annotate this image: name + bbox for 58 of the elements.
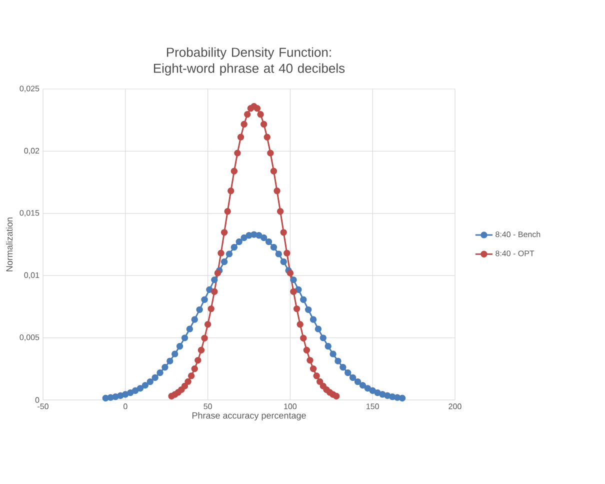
- x-tick-label: 100: [284, 404, 297, 410]
- point: [220, 229, 228, 236]
- point: [198, 346, 205, 354]
- point: [276, 208, 284, 215]
- point: [224, 208, 231, 215]
- point: [293, 305, 300, 312]
- point: [284, 250, 290, 256]
- point: [264, 134, 270, 140]
- point: [286, 270, 294, 276]
- x-tick-label: -50: [38, 404, 48, 410]
- point: [290, 288, 297, 295]
- legend-label: 8:40 - OPT: [496, 250, 534, 256]
- x-tick-label: 0: [123, 404, 128, 410]
- point: [296, 321, 304, 328]
- point: [244, 111, 251, 118]
- point: [280, 229, 287, 236]
- y-tick-label: 0,005: [20, 334, 40, 342]
- point: [316, 378, 324, 385]
- point: [214, 270, 222, 276]
- point: [230, 168, 238, 174]
- point: [313, 372, 320, 380]
- y-tick-label: 0,02: [24, 148, 40, 154]
- point: [300, 334, 307, 342]
- point: [267, 150, 274, 156]
- point: [188, 372, 195, 380]
- y-tick-label: 0,015: [20, 210, 40, 217]
- y-tick-label: 0: [35, 397, 40, 403]
- x-tick-label: 200: [448, 404, 462, 410]
- point: [306, 356, 314, 364]
- point: [254, 105, 261, 112]
- point: [194, 356, 202, 364]
- point: [260, 120, 268, 128]
- chart-title: Probability Density Function: Eight-word phrase at 40 decibels: [154, 47, 345, 76]
- x-tick-label: 50: [204, 404, 212, 410]
- point: [234, 150, 241, 156]
- x-axis-title: Phrase accuracy percentage: [192, 412, 306, 420]
- point: [257, 111, 264, 118]
- y-tick-label: 0,025: [20, 86, 40, 92]
- legend-label: 8:40 - Bench: [496, 231, 540, 238]
- point: [240, 120, 248, 128]
- point: [211, 288, 218, 295]
- point: [191, 365, 198, 372]
- point: [184, 378, 192, 385]
- point: [303, 346, 310, 354]
- point: [181, 382, 188, 390]
- point: [237, 134, 244, 140]
- point: [204, 321, 212, 328]
- point: [201, 334, 208, 342]
- point: [218, 250, 224, 256]
- y-axis-title: Normalization: [6, 218, 13, 272]
- point: [332, 392, 340, 400]
- point: [270, 168, 278, 174]
- point: [208, 305, 214, 312]
- x-tick-label: 150: [366, 404, 379, 410]
- point: [310, 365, 317, 372]
- y-tick-label: 0,01: [24, 272, 40, 279]
- point: [274, 188, 280, 194]
- point: [228, 188, 234, 194]
